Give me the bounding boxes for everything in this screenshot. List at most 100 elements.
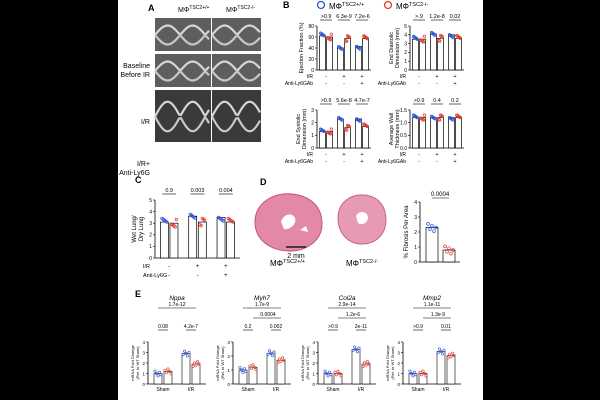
b1-chart-bar: [419, 38, 426, 71]
e3-point: [446, 356, 450, 360]
b0-condition: +: [360, 81, 363, 87]
e0-point: [197, 362, 201, 366]
legend-label-ko: MΦTSC2-/-: [396, 2, 428, 11]
e1-xcat: Sham: [241, 387, 254, 393]
d-point: [432, 229, 436, 233]
scale-bar-label: 2 mm: [287, 253, 305, 260]
e0-point: [194, 363, 198, 367]
b0-condition: +: [360, 74, 363, 80]
b3-chart-tick-label: 1.0: [400, 120, 407, 126]
echo-image-r1c0: [155, 54, 211, 87]
panel-e-plots: Nppa 0 1 2 3 4 Sham I/R 1.7e-12 0.08 4.2e-7 mRNA Fo…: [130, 295, 461, 393]
b1-chart-tick-label: 3: [404, 41, 407, 47]
e2-point: [365, 360, 369, 364]
panel-a-row-label-ir: I/R: [141, 119, 150, 126]
d-pvalue: 0.0004: [431, 192, 450, 198]
b0-chart-bar: [326, 36, 333, 71]
e1-point: [280, 356, 284, 360]
e0-point: [193, 361, 197, 365]
b2-condition: +: [360, 152, 363, 158]
b3-chart-tick-label: 0.5: [400, 133, 407, 139]
e0-ylabel: mRNA Fold Change(Rel. to WT Sham): [130, 344, 140, 380]
c-chart-point: [165, 220, 169, 224]
b0-chart-bar: [337, 47, 344, 71]
d-point: [449, 251, 453, 256]
b2-condition: +: [360, 159, 363, 165]
b3-row-label: I/R: [400, 152, 407, 158]
e0-tick-label: 2: [142, 361, 145, 366]
b2-chart-tick-label: 3: [311, 108, 314, 114]
d-point: [447, 246, 451, 250]
e3-point: [439, 349, 443, 353]
b2-condition: -: [325, 152, 327, 158]
e1-point: [282, 358, 286, 362]
b0-chart-point: [365, 37, 370, 41]
b2-row-label: Anti-Ly6GAb: [285, 159, 313, 165]
b0-chart-bar: [344, 38, 351, 71]
b1-condition: -: [418, 81, 420, 87]
e2-tick-label: 1: [312, 371, 315, 376]
b3-chart-bar: [437, 117, 444, 149]
e3-point: [419, 373, 423, 377]
panel-e-letter: E: [135, 289, 141, 299]
e1-point: [270, 354, 274, 358]
e1-tick-label: 3: [227, 340, 230, 345]
b2-chart-point: [328, 132, 333, 136]
b3-condition: +: [435, 152, 438, 158]
b1-chart-bar: [455, 37, 462, 71]
b3-row-label: Anti-Ly6GAb: [378, 159, 406, 165]
panel-a-letter: A: [148, 3, 155, 13]
e1-pvalue-top: 1.7e-9: [255, 302, 269, 308]
b1-pvalue: 1.2e-8: [429, 14, 445, 20]
e0-ylabel-line: (Rel. to WT Sham): [135, 346, 140, 380]
b1-chart-point: [458, 36, 463, 40]
e3-xcat: I/R: [443, 387, 450, 393]
b2-condition: -: [343, 159, 345, 165]
e0-pvalue-left: 0.08: [158, 324, 168, 330]
e2-point: [354, 347, 358, 351]
b1-chart-point: [422, 34, 427, 39]
c-chart-point: [173, 225, 177, 229]
b0-chart-point: [345, 39, 349, 44]
d-tick-label: 4: [414, 200, 417, 206]
b1-pvalue: >.9: [415, 14, 423, 20]
b1-chart-bar: [448, 34, 455, 71]
b3-ylabel-line: Thickness (mm): [395, 109, 401, 148]
b1-chart-tick-label: 0: [404, 68, 407, 74]
panel-d-label-wt: MΦTSC2+/+: [270, 259, 305, 268]
e3-point: [418, 370, 422, 374]
b0-condition: -: [343, 81, 345, 87]
b1-chart-bar: [430, 33, 437, 71]
e2-gene-name: Col2a: [339, 295, 356, 302]
echo-image-r2c1: [212, 90, 261, 142]
panel-a-row-label-baseline: Baseline Before IR: [120, 63, 150, 79]
legend-marker-ko: [383, 0, 393, 10]
b1-chart-point: [421, 40, 426, 44]
d-ylabel: % Fibrosis Per Area: [404, 205, 410, 259]
b0-chart-tick-label: 60: [308, 35, 314, 41]
b3-chart-point: [458, 115, 463, 120]
e3-pvalue-right: 0.01: [441, 324, 451, 330]
b3-chart-bar: [455, 117, 462, 149]
e2-point: [337, 371, 341, 375]
b0-chart-point: [358, 47, 362, 51]
b2-chart-tick-label: 2: [311, 120, 314, 126]
e3-xcat: Sham: [411, 387, 424, 393]
e1-pvalue-left: 0.2: [245, 324, 252, 330]
e2-point: [357, 346, 361, 350]
e2-xcat: I/R: [358, 387, 365, 393]
e2-point: [326, 374, 330, 378]
e2-pvalue-mid: 1.2e-6: [346, 312, 360, 318]
e3-tick-label: 2: [397, 361, 400, 366]
b3-chart-bar: [419, 117, 426, 149]
c-condition: -: [168, 273, 170, 279]
e1-point: [243, 367, 247, 371]
d-tick-label: 1: [414, 245, 417, 251]
d-bar: [425, 227, 439, 263]
e2-tick-label: 2: [312, 361, 315, 366]
echo-wall-trace: [211, 100, 261, 118]
c-chart-point: [231, 220, 235, 224]
e3-point: [422, 371, 426, 375]
b1-row-label: Anti-Ly6GAb: [378, 81, 406, 87]
